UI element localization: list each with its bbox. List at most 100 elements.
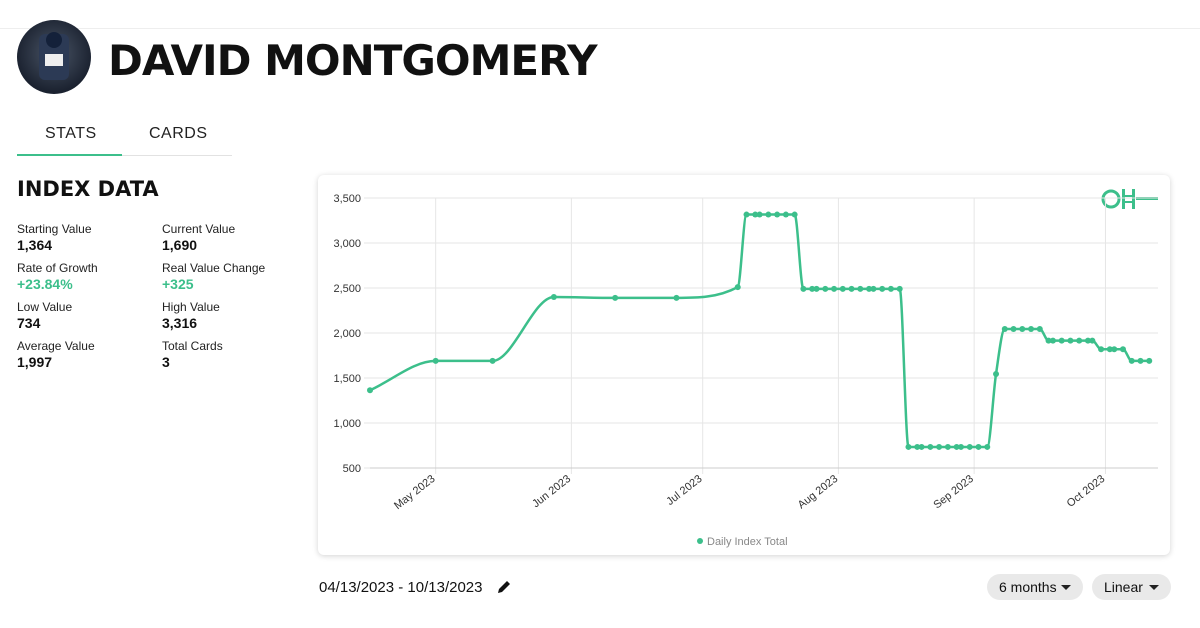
point bbox=[813, 285, 820, 292]
stat: Real Value Change +325 bbox=[162, 261, 302, 292]
point bbox=[866, 285, 873, 292]
point bbox=[734, 284, 741, 291]
point bbox=[774, 211, 781, 218]
stat-value: +23.84% bbox=[17, 276, 73, 292]
point bbox=[927, 443, 934, 450]
point bbox=[993, 370, 1000, 377]
point bbox=[918, 443, 925, 450]
point bbox=[743, 211, 750, 218]
chart: 500 1,000 1,500 2,000 2,500 3,000 3,500 May 202… bbox=[333, 189, 1158, 548]
edit-icon[interactable] bbox=[496, 579, 512, 595]
point bbox=[905, 443, 912, 450]
point bbox=[1076, 337, 1083, 344]
y-tick-label: 3,500 bbox=[333, 193, 361, 205]
point bbox=[879, 285, 886, 292]
point bbox=[673, 294, 680, 301]
player-name: DAVID MONTGOMERY bbox=[108, 36, 598, 85]
stat-value: 734 bbox=[17, 315, 41, 331]
point bbox=[1019, 325, 1026, 332]
point bbox=[612, 294, 619, 301]
point bbox=[914, 443, 921, 450]
point bbox=[822, 285, 829, 292]
y-tick-label: 1,000 bbox=[333, 418, 361, 430]
stat-label: Starting Value bbox=[17, 222, 92, 236]
y-tick-label: 500 bbox=[343, 463, 361, 475]
point bbox=[765, 211, 772, 218]
point bbox=[953, 443, 960, 450]
stat-value: 1,364 bbox=[17, 237, 53, 253]
y-tick-label: 2,500 bbox=[333, 283, 361, 295]
x-tick-label: Aug 2023 bbox=[796, 473, 841, 511]
point bbox=[800, 285, 807, 292]
point bbox=[1036, 325, 1043, 332]
stat-label: Total Cards bbox=[162, 339, 223, 353]
point bbox=[1049, 337, 1056, 344]
point bbox=[975, 443, 982, 450]
section-title: INDEX DATA bbox=[17, 177, 159, 201]
x-tick-label: Oct 2023 bbox=[1065, 473, 1108, 510]
point bbox=[1067, 337, 1074, 344]
stat-label: Real Value Change bbox=[162, 261, 266, 275]
stat: High Value 3,316 bbox=[162, 300, 302, 331]
point bbox=[966, 443, 973, 450]
point bbox=[1001, 325, 1008, 332]
point bbox=[896, 285, 903, 292]
tab-track bbox=[17, 155, 232, 156]
point bbox=[489, 357, 496, 364]
point bbox=[1045, 337, 1052, 344]
point bbox=[1137, 357, 1144, 364]
stat-label: Average Value bbox=[17, 339, 95, 353]
tab-indicator bbox=[17, 154, 122, 156]
point bbox=[782, 211, 789, 218]
range-select[interactable]: 6 months bbox=[987, 574, 1083, 600]
point bbox=[1058, 337, 1065, 344]
point bbox=[1089, 337, 1096, 344]
point bbox=[1084, 337, 1091, 344]
logo bbox=[1101, 189, 1158, 209]
stat-value: +325 bbox=[162, 276, 194, 292]
x-tick-label: Jun 2023 bbox=[530, 473, 573, 510]
avatar bbox=[17, 20, 91, 94]
y-tick-label: 1,500 bbox=[333, 373, 361, 385]
stat-value: 1,690 bbox=[162, 237, 198, 253]
point bbox=[1119, 346, 1126, 353]
x-tick-label: Sep 2023 bbox=[931, 473, 976, 511]
point bbox=[944, 443, 951, 450]
tab[interactable]: STATS bbox=[45, 125, 97, 142]
tab[interactable]: CARDS bbox=[149, 125, 208, 142]
chart-card: 500 1,000 1,500 2,000 2,500 3,000 3,500 May 202… bbox=[318, 175, 1170, 555]
stat-label: Low Value bbox=[17, 300, 73, 314]
stat: Average Value 1,997 bbox=[17, 339, 157, 370]
point bbox=[756, 211, 763, 218]
point bbox=[887, 285, 894, 292]
point bbox=[1111, 346, 1118, 353]
y-tick-label: 3,000 bbox=[333, 238, 361, 250]
point bbox=[936, 443, 943, 450]
stat: Low Value 734 bbox=[17, 300, 157, 331]
point bbox=[984, 443, 991, 450]
point bbox=[1106, 346, 1113, 353]
stat: Rate of Growth +23.84% bbox=[17, 261, 157, 292]
stat: Total Cards 3 bbox=[162, 339, 302, 370]
divider bbox=[0, 28, 1200, 29]
stat: Starting Value 1,364 bbox=[17, 222, 157, 253]
legend-swatch bbox=[697, 538, 703, 544]
stat-label: Current Value bbox=[162, 222, 236, 236]
point bbox=[752, 211, 759, 218]
point bbox=[791, 211, 798, 218]
point bbox=[550, 294, 557, 300]
point bbox=[958, 443, 964, 450]
stat-value: 1,997 bbox=[17, 354, 53, 370]
avatar-art bbox=[39, 32, 69, 80]
scale-select[interactable]: Linear bbox=[1092, 574, 1171, 600]
legend-label: Daily Index Total bbox=[707, 536, 788, 548]
point bbox=[831, 285, 838, 292]
y-tick-label: 2,000 bbox=[333, 328, 361, 340]
x-tick-label: Jul 2023 bbox=[664, 473, 704, 508]
point bbox=[809, 285, 816, 292]
point bbox=[1028, 325, 1035, 332]
stat-value: 3 bbox=[162, 354, 170, 370]
point bbox=[870, 285, 877, 292]
stat-label: High Value bbox=[162, 300, 220, 314]
